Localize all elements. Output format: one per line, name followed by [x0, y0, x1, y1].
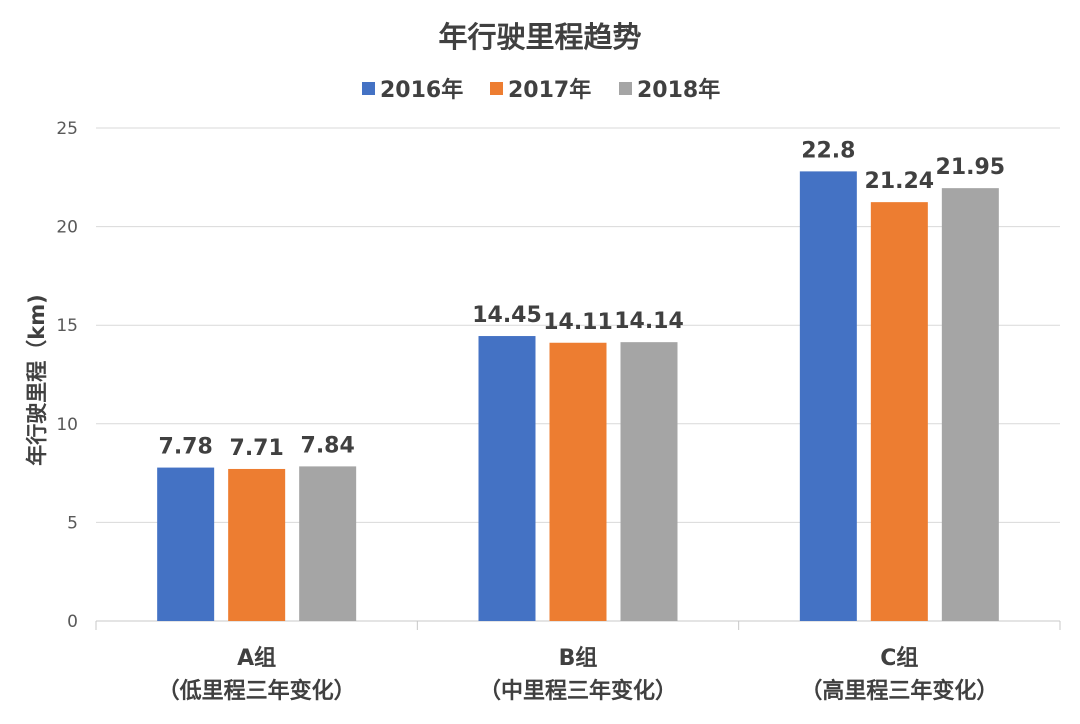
y-axis-ticks: 0 5 10 15 20 25: [56, 119, 78, 632]
x-axis-labels: A组 （低里程三年变化） B组 （中里程三年变化） C组 （高里程三年变化）: [158, 645, 999, 704]
data-label: 7.71: [230, 436, 284, 461]
data-label: 14.11: [543, 310, 613, 335]
bar-2-2: [549, 342, 607, 621]
data-label: 14.45: [472, 303, 542, 328]
data-label: 7.84: [301, 433, 355, 458]
data-label: 22.8: [801, 138, 855, 163]
y-axis-label: 年行驶里程（km): [25, 294, 49, 465]
x-category-sublabel: （中里程三年变化）: [479, 678, 677, 704]
y-tick-label: 15: [56, 316, 78, 336]
legend-label: 2017年: [508, 77, 591, 103]
legend-label: 2018年: [637, 77, 720, 103]
y-tick-label: 0: [67, 612, 78, 632]
bar-1-2: [478, 336, 536, 621]
legend-label: 2016年: [380, 77, 463, 103]
x-category-label: C组: [880, 645, 918, 671]
data-label: 21.24: [865, 169, 935, 194]
y-tick-label: 20: [56, 218, 78, 238]
legend: 2016年 2017年 2018年: [362, 77, 720, 103]
bar-1-1: [157, 467, 215, 621]
x-category-label: B组: [559, 645, 598, 671]
legend-swatch: [619, 82, 632, 95]
x-category-sublabel: （高里程三年变化）: [800, 678, 998, 704]
data-label: 7.78: [159, 435, 213, 460]
legend-swatch: [362, 82, 375, 95]
data-labels: 7.78 7.71 7.84 14.45 14.11 14.14 22.8 21.2421.9…: [159, 138, 1006, 461]
bars: [157, 171, 999, 621]
x-category-sublabel: （低里程三年变化）: [158, 678, 356, 704]
bar-3-3: [941, 188, 999, 621]
bar-3-1: [299, 466, 357, 621]
legend-swatch: [490, 82, 503, 95]
data-label: 14.14: [614, 309, 684, 334]
bar-2-3: [870, 202, 928, 621]
y-tick-label: 25: [56, 119, 78, 139]
bar-1-3: [799, 171, 857, 621]
y-tick-label: 10: [56, 415, 78, 435]
bar-2-1: [228, 468, 286, 621]
y-tick-label: 5: [67, 513, 78, 533]
data-label: 21.95: [936, 155, 1006, 180]
bar-3-2: [620, 342, 678, 621]
x-category-label: A组: [237, 645, 276, 671]
chart-title: 年行驶里程趋势: [438, 20, 641, 54]
